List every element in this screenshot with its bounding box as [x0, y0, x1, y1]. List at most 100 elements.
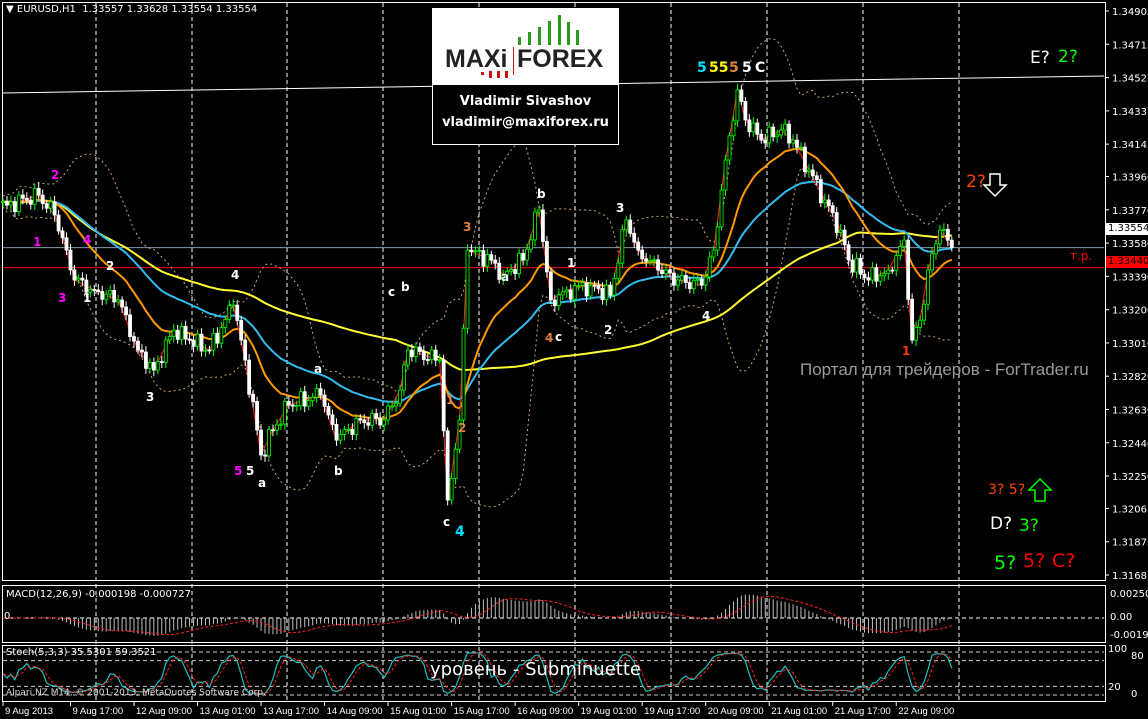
candle-bear [660, 269, 664, 275]
candle-bear [191, 339, 196, 347]
candle-bear [683, 275, 688, 283]
candle-bear [378, 418, 383, 426]
candle-bull [934, 243, 938, 255]
candle-bear [36, 187, 41, 196]
candle-bear [644, 258, 649, 262]
candle-bull [437, 359, 442, 362]
wave-label: 5 [742, 60, 752, 76]
candle-bear [322, 394, 327, 407]
wave-label: b [537, 187, 546, 201]
candle-bear [636, 241, 641, 251]
candle-bear [834, 212, 839, 233]
time-axis-label: 20 Aug 09:00 [708, 706, 764, 717]
candle-bear [541, 209, 545, 242]
author-name: Vladimir Sivashov [459, 94, 592, 109]
tp-label: т.р. [1070, 249, 1093, 263]
watermark: Портал для трейдеров - ForTrader.ru [800, 360, 1089, 379]
candle-bull [203, 349, 208, 352]
candle-bear [640, 249, 645, 260]
price-axis-label: 1.31685 [1112, 571, 1148, 582]
candle-bull [155, 361, 160, 371]
wave-label: b [334, 464, 343, 478]
candle-bull [501, 274, 506, 280]
candle-bull [751, 122, 756, 133]
logo-brand-right: FOREX [517, 45, 604, 73]
candle-bull [695, 278, 700, 281]
wave-label: 4 [702, 309, 711, 323]
price-axis-label: 1.32630 [1112, 405, 1148, 416]
candle-bull [227, 305, 232, 320]
stochastic-panel[interactable] [2, 645, 1106, 702]
candle-bear [247, 359, 252, 395]
author-email: vladimir@maxiforex.ru [442, 115, 609, 130]
candle-bull [922, 303, 926, 321]
macd-axis-min: -0.001961 [1110, 630, 1148, 641]
candle-bear [795, 139, 799, 148]
candle-bull [838, 229, 843, 233]
candle-bear [80, 277, 85, 281]
candle-bear [92, 289, 97, 291]
candle-bull [886, 269, 891, 275]
candle-bear [787, 123, 791, 144]
candle-bear [513, 269, 518, 275]
candle-bear [251, 393, 256, 402]
wave-label: 5 [697, 60, 707, 76]
candle-bear [699, 278, 704, 286]
candle-bull [517, 253, 521, 275]
macd-axis-max: 0.002506 [1110, 589, 1148, 600]
candle-bear [68, 249, 73, 271]
candle-bull [306, 400, 311, 407]
candle-bull [564, 289, 569, 293]
macd-panel[interactable] [2, 585, 1106, 643]
candle-bull [533, 211, 537, 241]
wave-label: 3 [463, 220, 472, 234]
time-axis-label: 12 Aug 09:00 [136, 706, 192, 717]
candle-bull [88, 289, 93, 293]
macd-zero-label: 0 [4, 611, 11, 622]
macd-axis-zero: 0.00 [1110, 612, 1133, 623]
main-chart-panel[interactable] [2, 2, 1106, 581]
candle-bull [898, 246, 903, 256]
candle-bull [398, 389, 402, 404]
candle-bear [64, 237, 69, 251]
arrow-up-icon [1027, 477, 1053, 502]
forecast-label: E? [1030, 48, 1050, 68]
candle-bear [568, 289, 573, 300]
stoch-signal-line [2, 652, 953, 694]
stoch-main-line [2, 652, 953, 695]
candle-bull [703, 276, 708, 286]
forecast-label: D? [990, 514, 1013, 534]
candle-bull [354, 418, 359, 435]
candle-bull [894, 255, 899, 271]
candle-bear [326, 406, 331, 416]
forecast-label: 2? [966, 172, 986, 192]
candle-bull [664, 269, 668, 275]
candle-bull [648, 260, 653, 262]
candle-bull [676, 279, 680, 286]
candle-bear [521, 253, 525, 261]
candle-bear [600, 288, 605, 301]
candle-bear [739, 89, 744, 102]
candle-bear [425, 359, 430, 361]
candle-bull [926, 269, 930, 305]
candle-bull [588, 284, 593, 297]
wave-label: a [314, 362, 323, 376]
candle-bear [743, 101, 748, 121]
candle-bull [314, 388, 319, 398]
candle-bear [24, 197, 29, 201]
dropdown-triangle-icon[interactable]: ▼ [6, 4, 14, 15]
candle-bear [771, 126, 776, 138]
candle-bull [406, 349, 410, 366]
bollinger-upper [2, 38, 953, 392]
candle-bear [544, 241, 549, 273]
candle-bear [263, 454, 267, 457]
candle-bull [914, 326, 918, 341]
candle-bear [175, 329, 180, 340]
time-axis-label: 15 Aug 01:00 [390, 706, 446, 717]
logo-bars-icon [481, 15, 579, 78]
candle-bear [302, 391, 307, 407]
candle-bear [358, 418, 363, 421]
candle-bull [346, 428, 351, 431]
logo-brand-area: MAXi FOREX [433, 9, 618, 85]
candle-bear [124, 306, 128, 316]
